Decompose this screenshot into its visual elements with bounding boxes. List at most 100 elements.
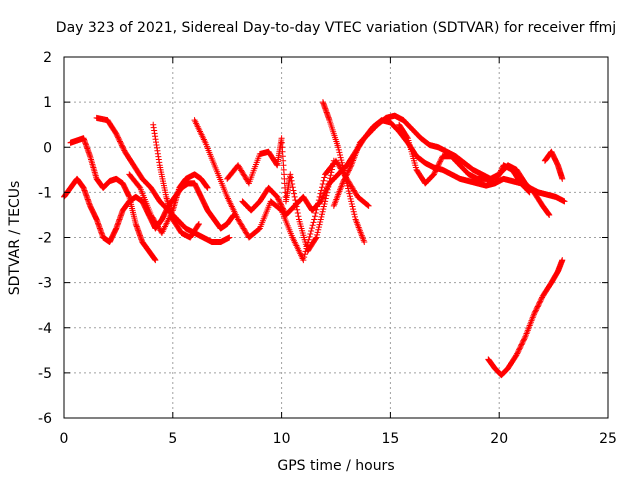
data-point bbox=[345, 185, 352, 192]
data-point bbox=[330, 160, 337, 167]
data-point bbox=[323, 185, 330, 192]
data-point bbox=[537, 297, 544, 304]
data-point bbox=[436, 159, 443, 166]
data-point bbox=[349, 203, 356, 210]
data-point bbox=[276, 199, 283, 206]
data-point bbox=[317, 198, 324, 205]
data-point bbox=[336, 149, 343, 156]
y-tick-label: -4 bbox=[38, 321, 52, 337]
data-point bbox=[277, 200, 284, 207]
data-point bbox=[273, 161, 280, 168]
data-point bbox=[514, 349, 521, 356]
series-track-5 bbox=[150, 121, 202, 241]
data-point bbox=[493, 177, 500, 184]
data-point bbox=[120, 144, 127, 151]
y-tick-label: -6 bbox=[38, 411, 52, 427]
data-point bbox=[288, 177, 295, 184]
data-point bbox=[493, 176, 500, 183]
data-point bbox=[291, 190, 298, 197]
data-point bbox=[559, 175, 566, 182]
data-point bbox=[287, 171, 294, 178]
data-point bbox=[340, 177, 347, 184]
data-point bbox=[309, 222, 316, 229]
data-point bbox=[320, 193, 327, 200]
data-point bbox=[307, 230, 314, 237]
y-tick-label: -5 bbox=[38, 366, 52, 382]
data-point bbox=[495, 172, 502, 179]
y-tick-label: 0 bbox=[43, 140, 52, 156]
data-point bbox=[559, 257, 566, 264]
data-point bbox=[344, 170, 351, 177]
data-point bbox=[346, 164, 353, 171]
data-point bbox=[344, 182, 351, 189]
data-point bbox=[276, 197, 283, 204]
data-point bbox=[520, 337, 527, 344]
data-point bbox=[498, 167, 505, 174]
data-point bbox=[536, 299, 543, 306]
y-tick-label: -1 bbox=[38, 185, 52, 201]
data-point bbox=[537, 298, 544, 305]
data-point bbox=[348, 198, 355, 205]
data-point bbox=[317, 216, 324, 223]
data-point bbox=[339, 162, 346, 169]
data-point bbox=[546, 211, 553, 218]
data-point bbox=[321, 174, 328, 181]
x-tick-label: 5 bbox=[168, 431, 177, 447]
data-point bbox=[319, 180, 326, 187]
data-point bbox=[278, 202, 285, 209]
data-point bbox=[365, 202, 372, 209]
series-track-13 bbox=[485, 257, 566, 379]
data-point bbox=[494, 173, 501, 180]
data-point bbox=[339, 180, 346, 187]
data-point bbox=[437, 158, 444, 165]
data-point bbox=[432, 168, 439, 175]
data-point bbox=[325, 182, 332, 189]
data-point bbox=[320, 177, 327, 184]
data-point bbox=[281, 208, 288, 215]
data-point bbox=[496, 170, 503, 177]
data-point bbox=[531, 311, 538, 318]
x-tick-label: 0 bbox=[60, 431, 69, 447]
data-point bbox=[335, 146, 342, 153]
data-point bbox=[516, 346, 523, 353]
data-point bbox=[337, 151, 344, 158]
data-point bbox=[195, 221, 202, 228]
data-point bbox=[351, 213, 358, 220]
data-point bbox=[538, 295, 545, 302]
data-point bbox=[350, 206, 357, 213]
data-point bbox=[118, 142, 125, 149]
data-point bbox=[561, 198, 568, 205]
data-point bbox=[308, 225, 315, 232]
data-point bbox=[300, 257, 307, 264]
data-point bbox=[318, 187, 325, 194]
data-point bbox=[342, 175, 349, 182]
data-point bbox=[498, 166, 505, 173]
x-axis-label: GPS time / hours bbox=[277, 458, 394, 474]
data-point bbox=[319, 194, 326, 201]
data-point bbox=[311, 216, 318, 223]
data-point bbox=[226, 234, 233, 241]
data-point bbox=[435, 162, 442, 169]
data-point bbox=[319, 211, 326, 218]
data-point bbox=[345, 168, 352, 175]
data-point bbox=[116, 137, 123, 144]
data-point bbox=[152, 257, 159, 264]
x-tick-label: 10 bbox=[273, 431, 291, 447]
data-point bbox=[338, 157, 345, 164]
data-point bbox=[274, 195, 281, 202]
data-point bbox=[514, 350, 521, 357]
data-point bbox=[280, 206, 287, 213]
data-point bbox=[315, 224, 322, 231]
data-point bbox=[342, 173, 349, 180]
data-point bbox=[434, 163, 441, 170]
data-point bbox=[432, 167, 439, 174]
series-track-4 bbox=[126, 171, 211, 236]
data-point bbox=[346, 190, 353, 197]
data-point bbox=[312, 235, 319, 242]
data-point bbox=[346, 193, 353, 200]
data-point bbox=[115, 135, 122, 142]
data-point bbox=[404, 134, 411, 141]
data-point bbox=[204, 184, 211, 191]
